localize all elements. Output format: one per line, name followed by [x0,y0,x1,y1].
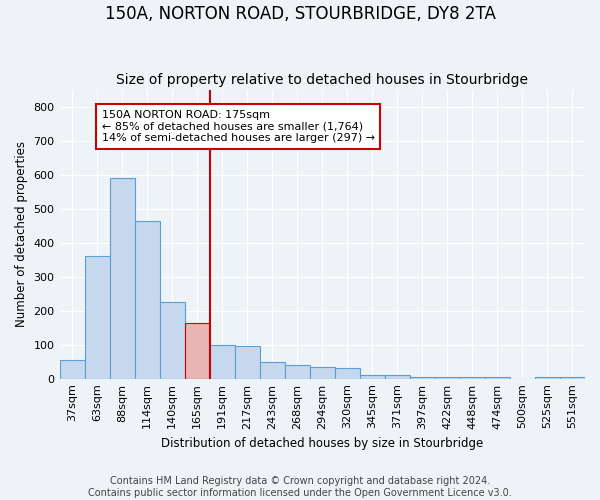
Bar [410,377,435,378]
Bar [485,377,510,378]
Bar [260,362,285,378]
Bar [385,376,410,378]
Bar [134,220,160,378]
Bar [335,368,360,378]
Bar [360,376,385,378]
Text: Contains HM Land Registry data © Crown copyright and database right 2024.
Contai: Contains HM Land Registry data © Crown c… [88,476,512,498]
Bar [209,344,235,378]
Bar [85,256,110,378]
X-axis label: Distribution of detached houses by size in Stourbridge: Distribution of detached houses by size … [161,437,484,450]
Bar [59,360,85,378]
Text: 150A, NORTON ROAD, STOURBRIDGE, DY8 2TA: 150A, NORTON ROAD, STOURBRIDGE, DY8 2TA [104,5,496,23]
Bar [160,302,185,378]
Y-axis label: Number of detached properties: Number of detached properties [15,141,28,327]
Text: 150A NORTON ROAD: 175sqm
← 85% of detached houses are smaller (1,764)
14% of sem: 150A NORTON ROAD: 175sqm ← 85% of detach… [101,110,375,143]
Bar [285,365,310,378]
Title: Size of property relative to detached houses in Stourbridge: Size of property relative to detached ho… [116,73,528,87]
Bar [460,377,485,378]
Bar [110,178,134,378]
Bar [435,377,460,378]
Bar [535,377,560,378]
Bar [310,367,335,378]
Bar [185,322,209,378]
Bar [560,377,585,378]
Bar [235,346,260,378]
